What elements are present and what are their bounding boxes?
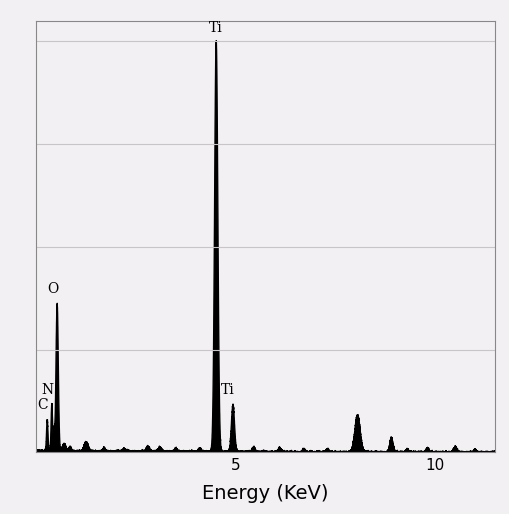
Text: Ti: Ti	[221, 383, 235, 397]
X-axis label: Energy (KeV): Energy (KeV)	[202, 484, 328, 503]
Text: C: C	[37, 398, 47, 412]
Text: Ti: Ti	[208, 21, 222, 35]
Text: O: O	[47, 282, 58, 296]
Text: N: N	[42, 383, 53, 397]
